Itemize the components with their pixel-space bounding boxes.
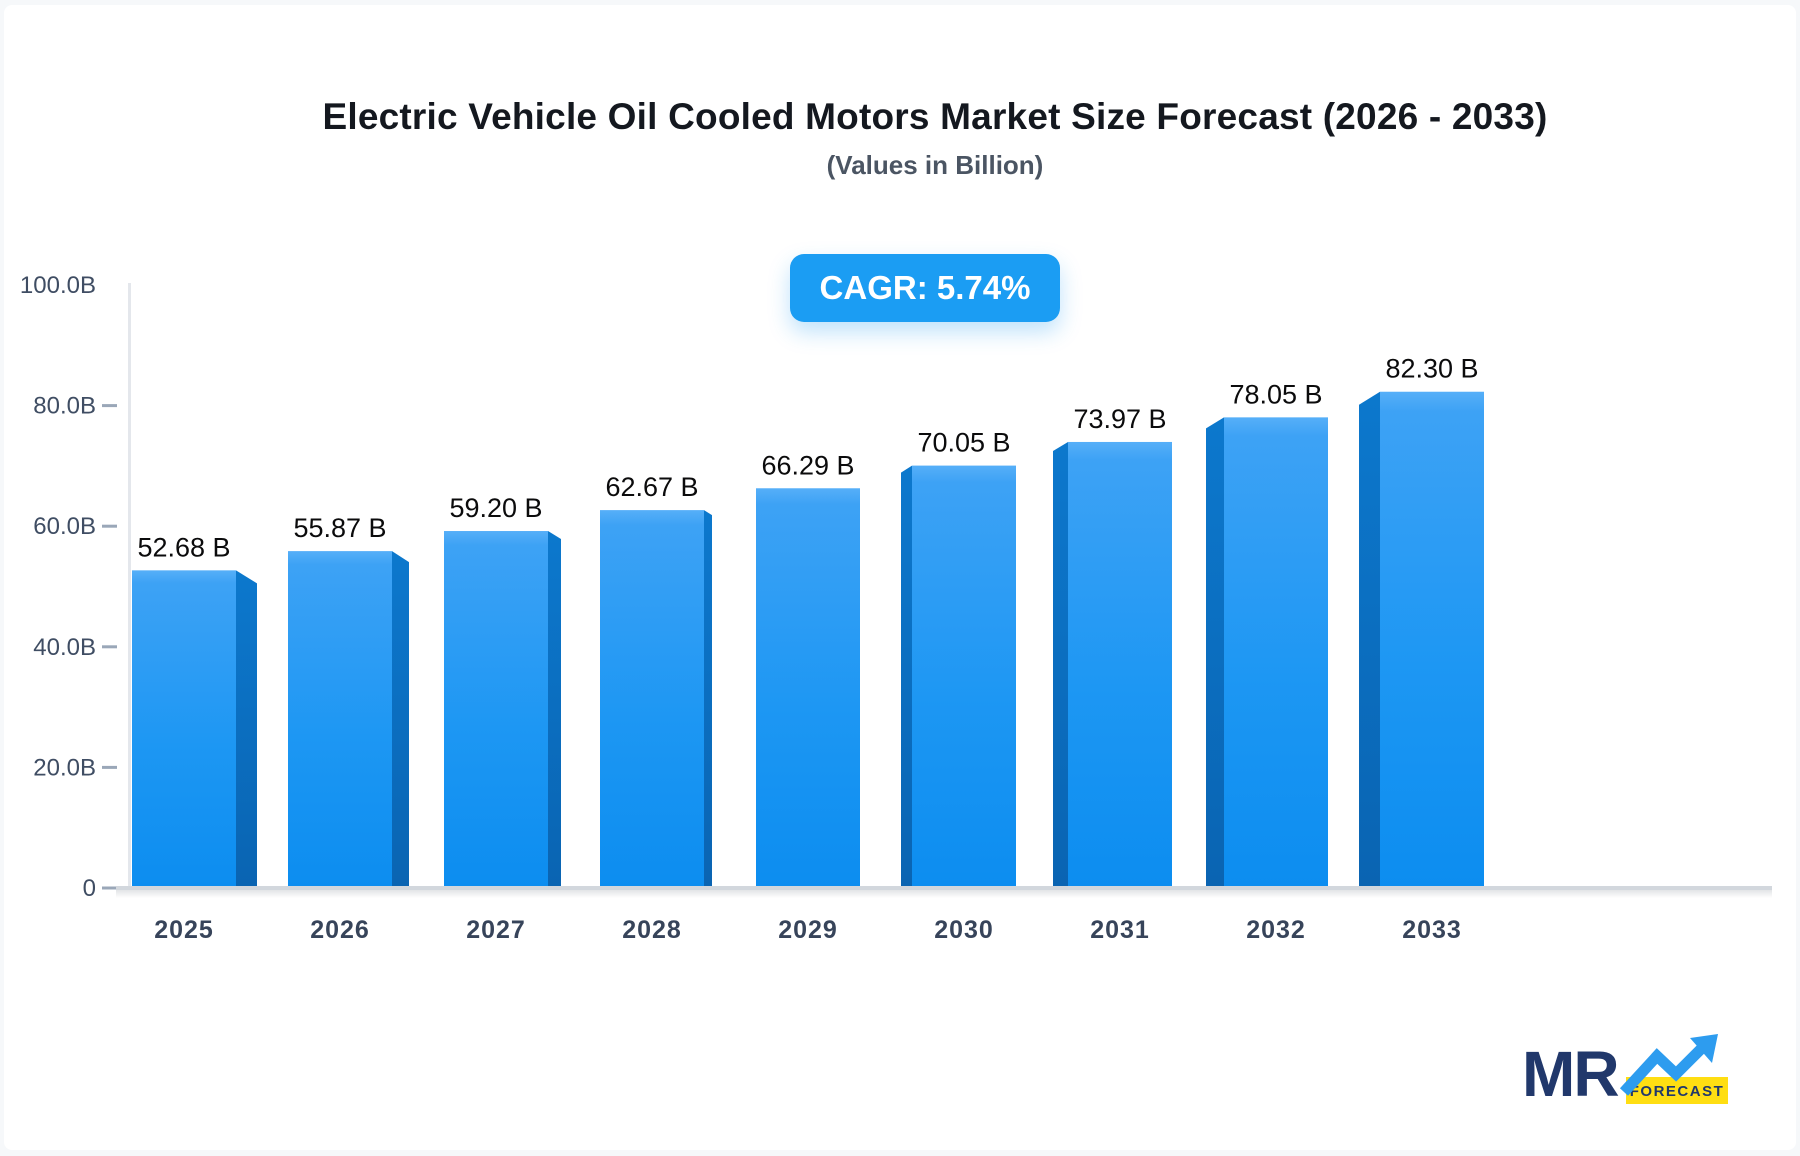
x-axis-shadow xyxy=(116,890,1772,898)
y-axis-label: 0 xyxy=(83,875,96,902)
y-axis-label: 60.0B xyxy=(33,513,96,540)
logo-arrow-head xyxy=(1690,1034,1718,1063)
chart-title: Electric Vehicle Oil Cooled Motors Marke… xyxy=(322,96,1548,137)
y-axis-line xyxy=(128,283,131,888)
bar-side-face xyxy=(548,531,561,888)
y-tick-mark xyxy=(102,886,117,890)
x-axis-label: 2025 xyxy=(154,916,214,944)
y-axis-label: 20.0B xyxy=(33,754,96,781)
logo-forecast-text: FORECAST xyxy=(1630,1083,1725,1100)
y-tick-mark xyxy=(102,645,117,649)
cagr-badge: CAGR: 5.74% xyxy=(790,254,1060,322)
logo-mr-text: MR xyxy=(1522,1038,1618,1110)
x-axis-label: 2027 xyxy=(466,916,526,944)
x-axis-label: 2028 xyxy=(622,916,682,944)
x-axis-label: 2032 xyxy=(1246,916,1306,944)
y-tick-mark xyxy=(102,404,117,408)
bar-value-label: 55.87 B xyxy=(293,513,386,543)
bar-2033[interactable] xyxy=(1380,391,1484,888)
x-axis-label: 2031 xyxy=(1090,916,1150,944)
bar-2031[interactable] xyxy=(1068,441,1172,888)
x-axis-label: 2026 xyxy=(310,916,370,944)
bar-2028[interactable] xyxy=(600,510,704,888)
bar-side-face xyxy=(1206,417,1224,888)
x-axis-label: 2033 xyxy=(1402,916,1462,944)
bar-value-label: 66.29 B xyxy=(761,450,854,480)
bar-side-face xyxy=(704,510,712,888)
x-axis-line xyxy=(116,886,1772,890)
bar-side-face xyxy=(236,570,257,888)
bar-side-face xyxy=(901,465,912,888)
y-tick-mark xyxy=(102,524,117,528)
bar-value-label: 59.20 B xyxy=(449,493,542,523)
x-axis-label: 2030 xyxy=(934,916,994,944)
chart-subtitle: (Values in Billion) xyxy=(826,150,1044,180)
bar-2027[interactable] xyxy=(444,531,548,888)
x-axis-label: 2029 xyxy=(778,916,838,944)
y-tick-mark xyxy=(102,765,117,769)
bar-2029[interactable] xyxy=(756,488,860,888)
bar-2026[interactable] xyxy=(288,551,392,888)
bar-value-label: 82.30 B xyxy=(1385,354,1478,384)
bar-value-label: 52.68 B xyxy=(137,532,230,562)
bar-value-label: 73.97 B xyxy=(1073,404,1166,434)
bar-value-label: 70.05 B xyxy=(917,428,1010,458)
logo-trend-arrow-icon xyxy=(1619,1043,1707,1096)
bar-2030[interactable] xyxy=(912,465,1016,888)
y-axis-label: 100.0B xyxy=(20,272,96,299)
bar-2025[interactable] xyxy=(132,570,236,888)
bar-side-face xyxy=(1359,391,1380,888)
bar-value-label: 62.67 B xyxy=(605,472,698,502)
bar-side-face xyxy=(392,551,409,888)
bar-side-face xyxy=(1053,441,1068,888)
y-axis-label: 40.0B xyxy=(33,634,96,661)
mr-forecast-logo: MR FORECAST xyxy=(1522,1034,1728,1110)
bar-value-label: 78.05 B xyxy=(1229,379,1322,409)
bar-2032[interactable] xyxy=(1224,417,1328,888)
y-axis-label: 80.0B xyxy=(33,393,96,420)
logo-forecast-box xyxy=(1626,1077,1728,1104)
